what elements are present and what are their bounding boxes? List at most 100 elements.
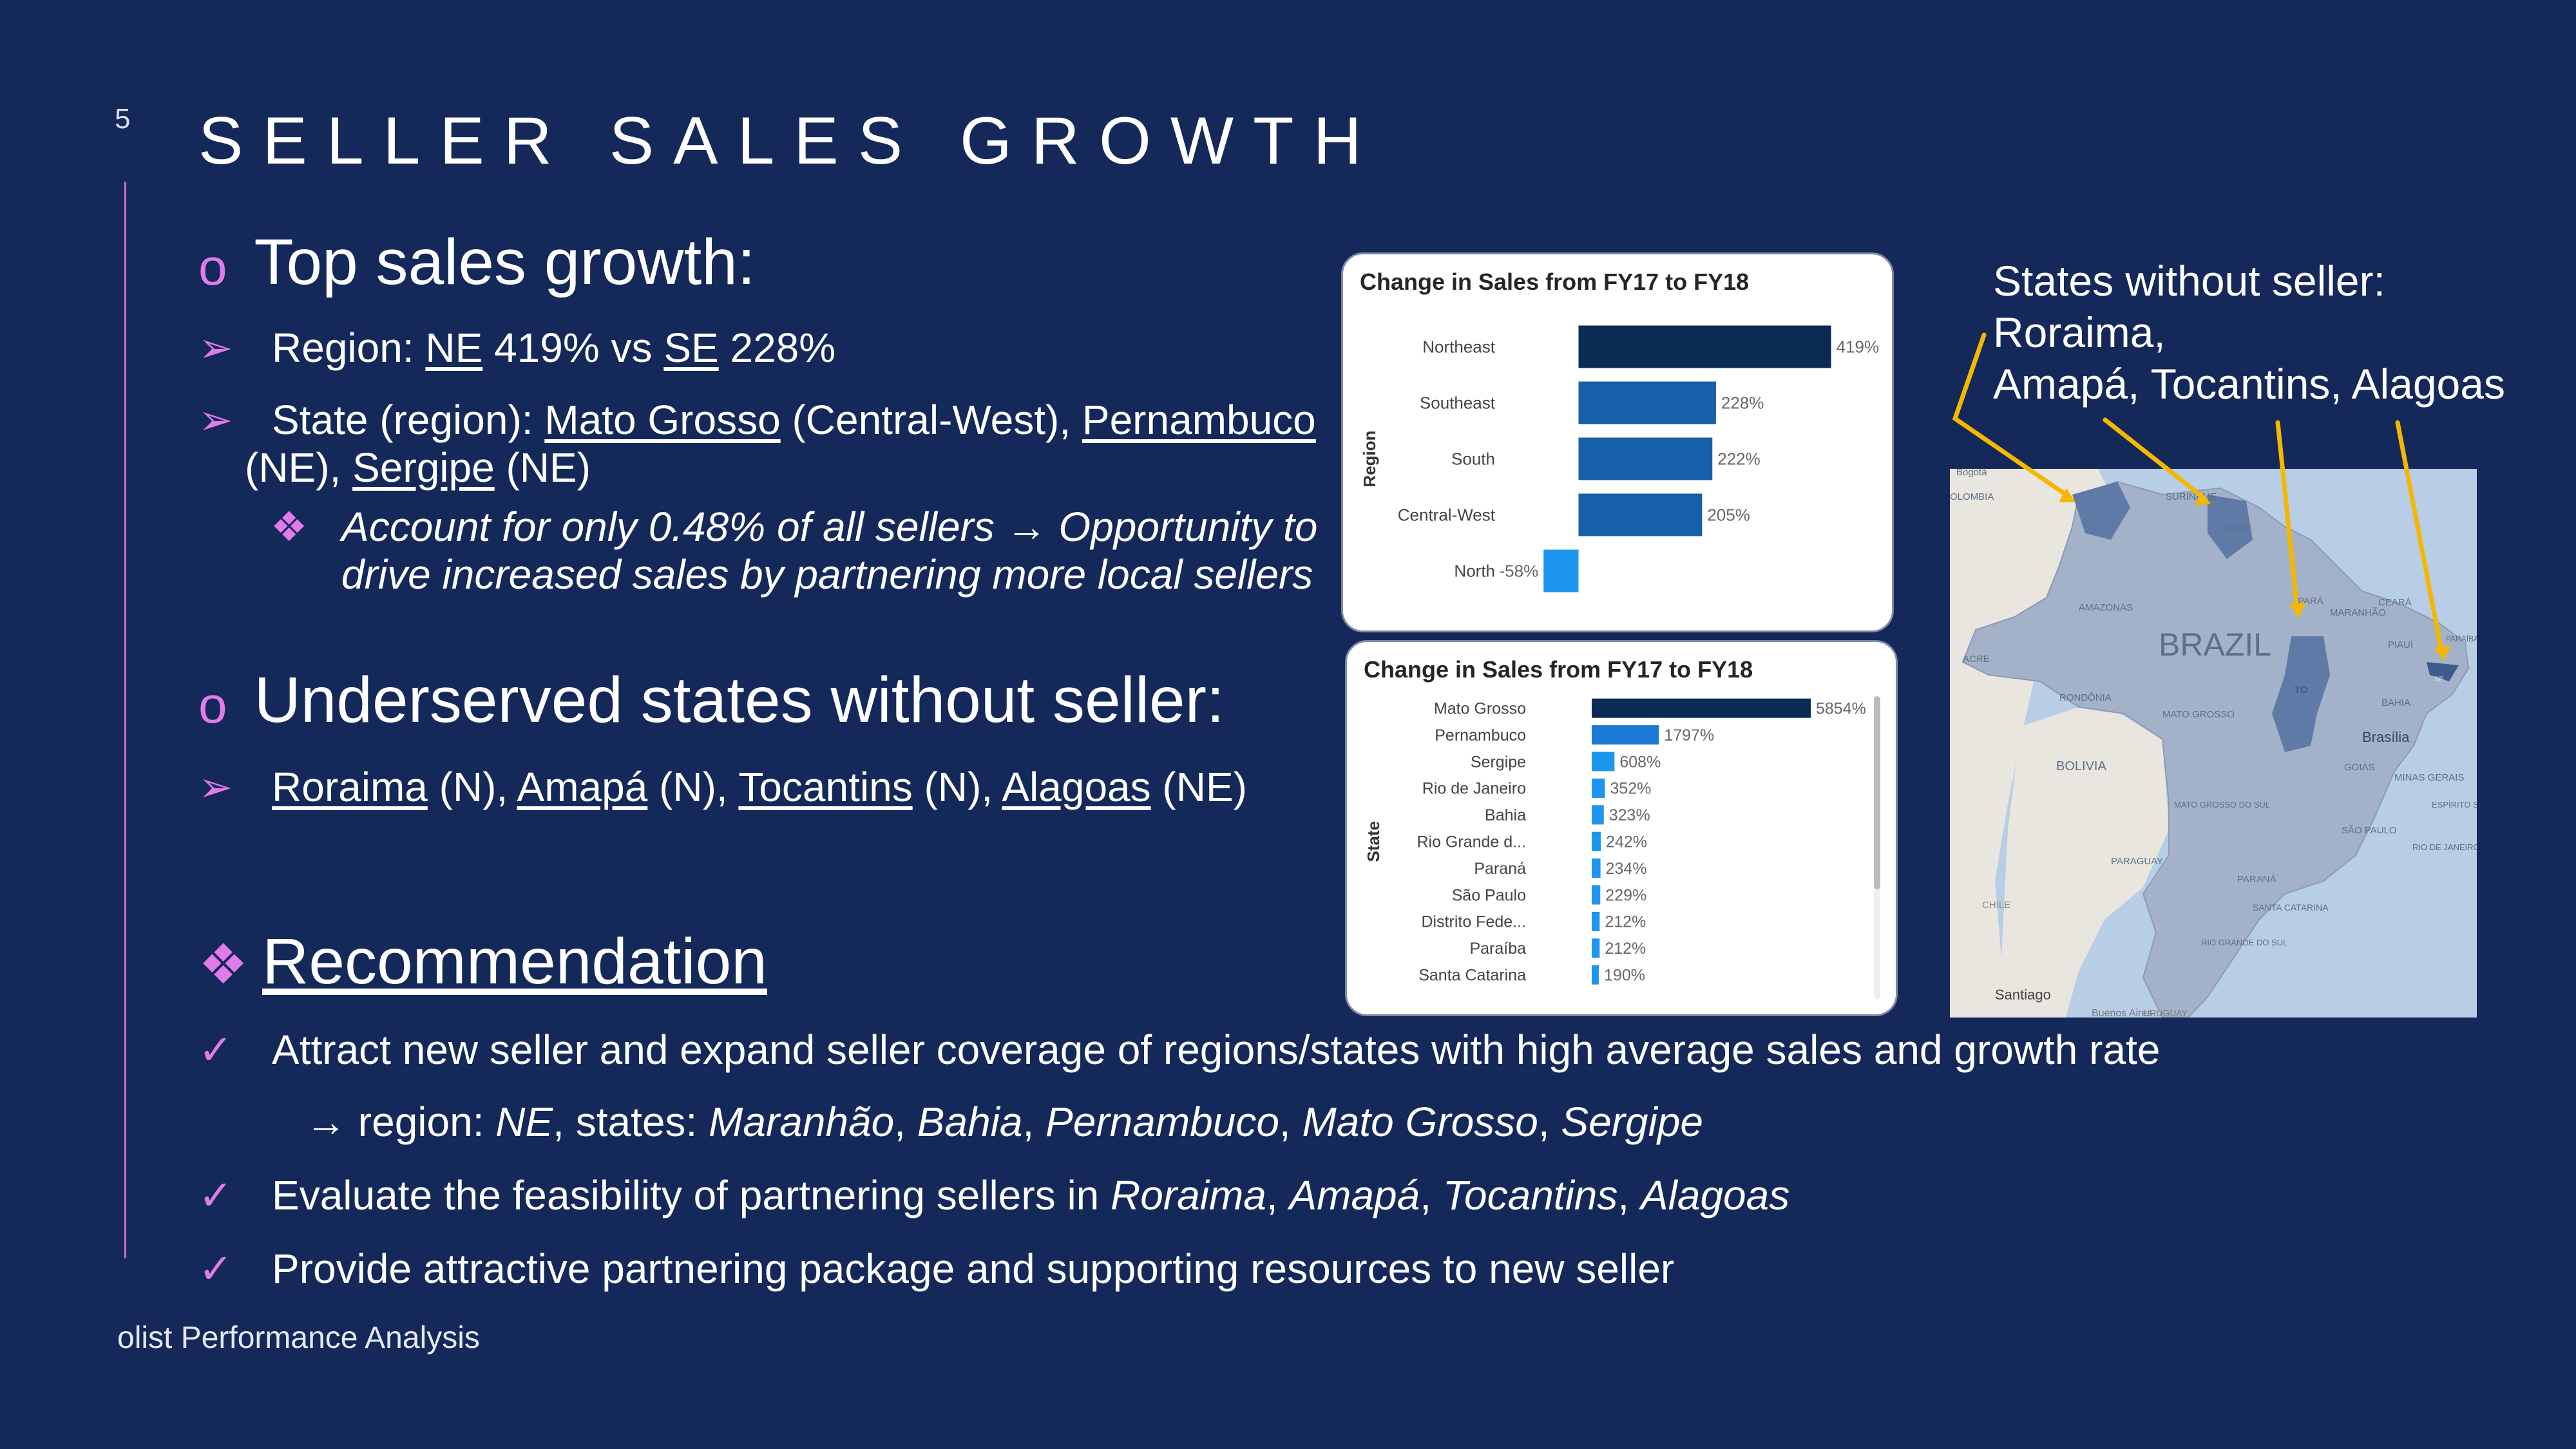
bar bbox=[1592, 885, 1601, 905]
category-tick-label: Rio Grande d... bbox=[1417, 833, 1526, 851]
seller-share-note-cont: drive increased sales by partnering more… bbox=[341, 551, 1313, 598]
map-label: RIO DE JANEIRO bbox=[2412, 842, 2477, 852]
bar bbox=[1592, 805, 1604, 825]
map-label: Buenos Aires bbox=[2092, 1008, 2152, 1018]
bar bbox=[1578, 325, 1831, 368]
page-title: SELLER SALES GROWTH bbox=[198, 104, 1381, 178]
state-alagoas-link[interactable]: Alagoas bbox=[1002, 764, 1151, 810]
state-roraima-link[interactable]: Roraima bbox=[272, 764, 428, 810]
map-label: PIAUÍ bbox=[2388, 639, 2414, 650]
map-label: ACRE bbox=[1963, 654, 1990, 665]
amapa-highlight[interactable] bbox=[2208, 495, 2253, 559]
map-country-label: BRAZIL bbox=[2159, 627, 2271, 663]
data-label: 190% bbox=[1604, 966, 1645, 984]
category-tick-label: Paraná bbox=[1474, 860, 1526, 878]
recommendation-heading: ❖ Recommendation bbox=[198, 925, 767, 998]
map-label: CHILE bbox=[1982, 900, 2010, 911]
state-amapa-link[interactable]: Amapá bbox=[517, 764, 648, 810]
data-label: 229% bbox=[1605, 886, 1646, 904]
region-bar-chart: Region Northeast 419% Southeast 228% South 222… bbox=[1360, 325, 1880, 592]
state-mato-grosso-link[interactable]: Mato Grosso bbox=[544, 397, 781, 443]
map-label: TO bbox=[2295, 685, 2308, 696]
data-label: 323% bbox=[1609, 806, 1650, 824]
category-tick-label: Northeast bbox=[1422, 337, 1495, 357]
map-label: MINAS GERAIS bbox=[2394, 772, 2464, 783]
state-pernambuco-link[interactable]: Pernambuco bbox=[1082, 397, 1316, 443]
category-tick-label: Bahia bbox=[1485, 806, 1526, 824]
data-label: 608% bbox=[1619, 753, 1661, 771]
data-label: 212% bbox=[1605, 913, 1646, 931]
region-se-link[interactable]: SE bbox=[663, 325, 719, 371]
scrollbar-thumb[interactable] bbox=[1874, 696, 1880, 889]
arrow-bullet-icon: ➢ bbox=[198, 325, 233, 371]
brazil-map[interactable]: Bogotá OLOMBIA SURINAME AMAPÁ AMAZONAS P… bbox=[1950, 469, 2477, 1018]
map-label: MARANHÃO bbox=[2330, 607, 2386, 618]
map-label: SÃO PAULO bbox=[2342, 825, 2397, 836]
bar bbox=[1578, 437, 1713, 480]
data-label: 222% bbox=[1717, 450, 1760, 469]
map-label: CEARÁ bbox=[2378, 597, 2412, 608]
map-annotation-arrows bbox=[1952, 332, 2450, 661]
recommendation-item-3: ✓ Provide attractive partnering package a… bbox=[198, 1245, 1675, 1292]
recommendation-item-2: ✓ Evaluate the feasibility of partnering … bbox=[198, 1172, 1790, 1218]
circle-bullet-icon: o bbox=[198, 676, 227, 734]
state-chart-title: Change in Sales from FY17 to FY18 bbox=[1364, 656, 1753, 683]
axis-label: Region bbox=[1360, 430, 1379, 487]
axis-label: State bbox=[1364, 821, 1383, 862]
map-label: PARANÁ bbox=[2237, 874, 2276, 885]
checkmark-icon: ✓ bbox=[198, 1027, 233, 1073]
bar bbox=[1592, 698, 1811, 718]
map-label: PARAÍBA bbox=[2446, 634, 2477, 643]
region-growth-line: ➢ Region: NE 419% vs SE 228% bbox=[198, 325, 836, 371]
diamond-bullet-icon: ❖ bbox=[271, 504, 308, 550]
underserved-states-line: ➢ Roraima (N), Amapá (N), Tocantins (N), … bbox=[198, 764, 1247, 810]
data-label: 242% bbox=[1606, 833, 1647, 851]
map-label: URUGUAY bbox=[2143, 1008, 2188, 1018]
roraima-highlight[interactable] bbox=[2072, 482, 2130, 540]
state-tocantins-link[interactable]: Tocantins bbox=[738, 764, 913, 810]
category-tick-label: North bbox=[1454, 562, 1495, 581]
category-tick-label: South bbox=[1451, 450, 1495, 469]
checkmark-icon: ✓ bbox=[198, 1172, 233, 1218]
recommendation-item-1-detail: → region: NE, states: Maranhão, Bahia, P… bbox=[305, 1099, 1703, 1145]
map-label: BAHIA bbox=[2381, 697, 2410, 708]
map-label: MATO GROSSO DO SUL bbox=[2174, 800, 2270, 810]
data-label: 352% bbox=[1610, 780, 1651, 798]
map-label: BOLIVIA bbox=[2056, 759, 2106, 773]
data-label: 205% bbox=[1707, 506, 1750, 525]
region-ne-link[interactable]: NE bbox=[425, 325, 483, 371]
category-tick-label: São Paulo bbox=[1452, 886, 1526, 904]
data-label: 419% bbox=[1837, 337, 1880, 357]
category-tick-label: Mato Grosso bbox=[1434, 699, 1526, 717]
category-tick-label: Southeast bbox=[1420, 393, 1496, 413]
data-label: 228% bbox=[1721, 393, 1764, 413]
category-tick-label: Pernambuco bbox=[1435, 726, 1526, 744]
diamond-bullet-icon: ❖ bbox=[198, 934, 249, 996]
bar bbox=[1592, 778, 1605, 798]
state-bar-chart: State Mato Grosso 5854% Pernambuco 1797% Serg… bbox=[1364, 696, 1880, 999]
bar bbox=[1592, 725, 1659, 745]
checkmark-icon: ✓ bbox=[198, 1245, 233, 1292]
map-label: Brasília bbox=[2362, 729, 2410, 745]
seller-share-note: ❖ Account for only 0.48% of all sellers →… bbox=[271, 504, 1318, 550]
state-growth-line: ➢ State (region): Mato Grosso (Central-We… bbox=[198, 397, 1316, 443]
bar bbox=[1578, 493, 1703, 536]
bar bbox=[1592, 858, 1601, 878]
top-growth-heading: o Top sales growth: bbox=[198, 226, 756, 298]
category-tick-label: Rio de Janeiro bbox=[1422, 780, 1526, 798]
map-label: Santiago bbox=[1995, 987, 2051, 1003]
arrow-bullet-icon: ➢ bbox=[198, 764, 233, 810]
alagoas-highlight[interactable] bbox=[2427, 662, 2459, 681]
category-tick-label: Distrito Fede... bbox=[1421, 913, 1526, 931]
data-label: 5854% bbox=[1816, 699, 1866, 717]
bar bbox=[1592, 752, 1615, 772]
tocantins-highlight[interactable] bbox=[2272, 636, 2330, 752]
data-label: 212% bbox=[1605, 940, 1646, 958]
state-sergipe-link[interactable]: Sergipe bbox=[352, 444, 495, 491]
footer-text: olist Performance Analysis bbox=[117, 1321, 480, 1355]
state-chart-card: Change in Sales from FY17 to FY18 State M… bbox=[1345, 640, 1898, 1016]
map-label: RONDÔNIA bbox=[2059, 692, 2112, 703]
underserved-heading: o Underserved states without seller: bbox=[198, 664, 1225, 736]
data-label: 1797% bbox=[1664, 726, 1714, 744]
states-without-seller-note: States without seller: Roraima, Amapá, T… bbox=[1993, 257, 2505, 408]
